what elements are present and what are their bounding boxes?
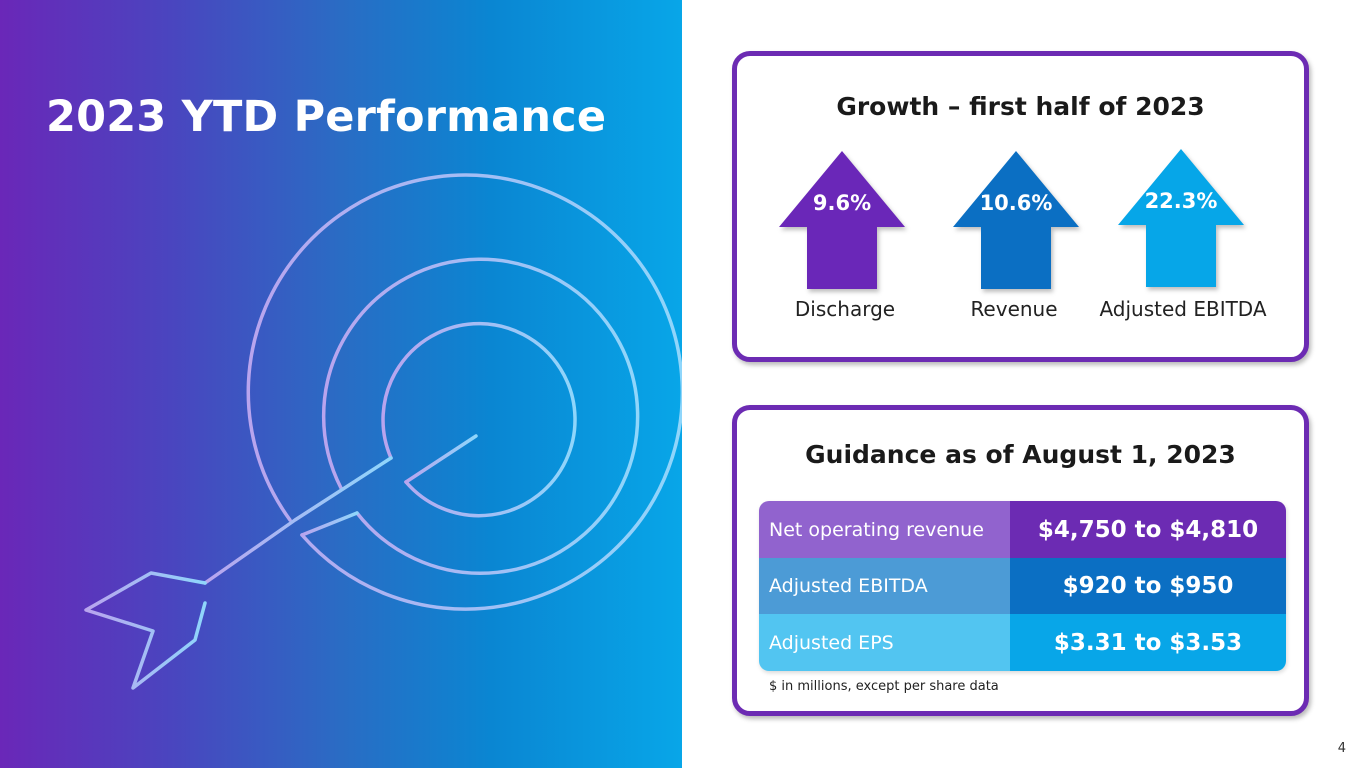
growth-value: 22.3% bbox=[1144, 189, 1218, 213]
guidance-value: $3.31 to $3.53 bbox=[1010, 614, 1286, 671]
guidance-footnote: $ in millions, except per share data bbox=[769, 679, 999, 694]
growth-card: Growth – first half of 2023 9.6% Discharg… bbox=[732, 51, 1309, 362]
growth-arrow-2: 22.3% bbox=[1116, 149, 1246, 289]
up-arrow-icon bbox=[1118, 149, 1244, 287]
guidance-row-ebitda: Adjusted EBITDA $920 to $950 bbox=[759, 558, 1286, 614]
growth-arrow-1: 10.6% bbox=[951, 151, 1081, 291]
guidance-row-revenue: Net operating revenue $4,750 to $4,810 bbox=[759, 501, 1286, 558]
guidance-label: Net operating revenue bbox=[759, 501, 1010, 558]
guidance-row-eps: Adjusted EPS $3.31 to $3.53 bbox=[759, 614, 1286, 671]
up-arrow-icon bbox=[953, 151, 1079, 289]
guidance-label: Adjusted EPS bbox=[759, 614, 1010, 671]
growth-arrow-0: 9.6% bbox=[777, 151, 907, 291]
guidance-table: Net operating revenue $4,750 to $4,810 A… bbox=[759, 501, 1286, 671]
guidance-label: Adjusted EBITDA bbox=[759, 558, 1010, 614]
target-arrow-icon bbox=[84, 173, 682, 690]
up-arrow-icon bbox=[779, 151, 905, 289]
guidance-card: Guidance as of August 1, 2023 Net operat… bbox=[732, 405, 1309, 716]
growth-value: 9.6% bbox=[812, 191, 872, 215]
page-number: 4 bbox=[1337, 741, 1346, 756]
guidance-value: $920 to $950 bbox=[1010, 558, 1286, 614]
growth-label: Discharge bbox=[794, 297, 896, 321]
title-panel: 2023 YTD Performance bbox=[0, 0, 682, 768]
slide-title: 2023 YTD Performance bbox=[46, 92, 607, 142]
guidance-value: $4,750 to $4,810 bbox=[1010, 501, 1286, 558]
guidance-title: Guidance as of August 1, 2023 bbox=[805, 440, 1236, 469]
growth-value: 10.6% bbox=[979, 191, 1053, 215]
growth-title: Growth – first half of 2023 bbox=[836, 92, 1205, 121]
growth-label: Adjusted EBITDA bbox=[1099, 297, 1267, 321]
growth-label: Revenue bbox=[970, 297, 1058, 321]
